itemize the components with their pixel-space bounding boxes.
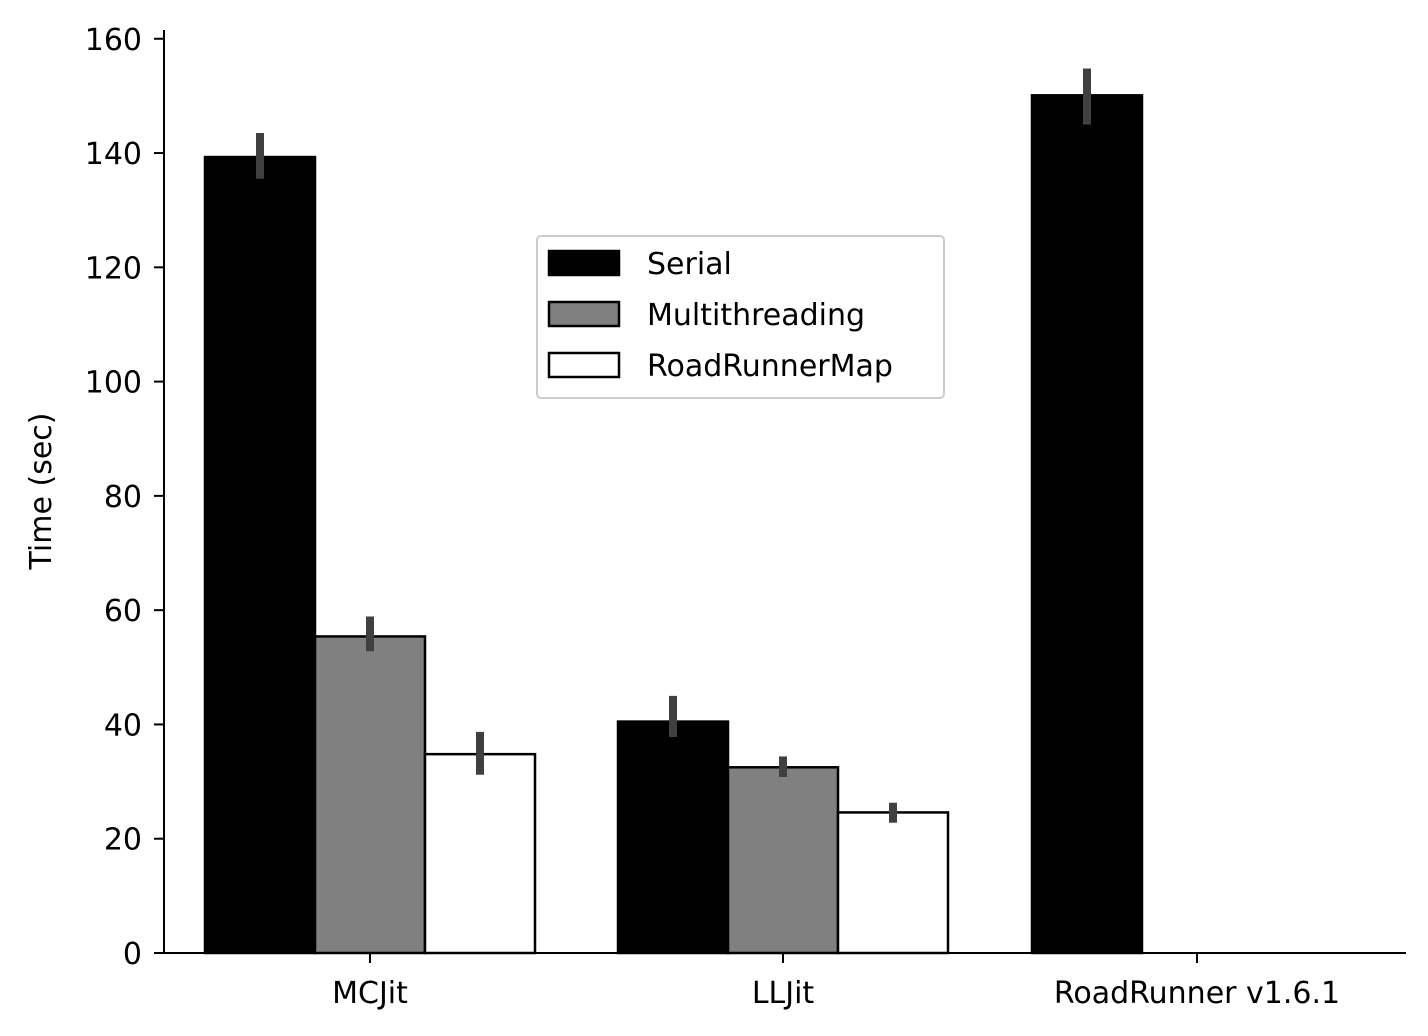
y-tick-label: 40 xyxy=(104,708,142,743)
y-tick-label: 160 xyxy=(85,23,142,58)
legend-label-serial: Serial xyxy=(647,247,732,282)
legend-swatch-multithreading xyxy=(547,300,621,328)
bar-roadrunnermap-mcjit xyxy=(423,752,537,955)
bar-roadrunnermap-lljit xyxy=(836,811,950,955)
bar-multithreading-mcjit xyxy=(313,635,427,955)
y-tick-label: 100 xyxy=(85,366,142,401)
legend-label-roadrunnermap: RoadRunnerMap xyxy=(647,349,893,384)
x-tick-label: RoadRunner v1.6.1 xyxy=(1054,976,1340,1011)
x-ticks-group: MCJit LLJit RoadRunner v1.6.1 xyxy=(332,953,1340,1011)
legend: Serial Multithreading RoadRunnerMap xyxy=(536,235,945,399)
x-tick-label: LLJit xyxy=(752,976,815,1011)
bars-group xyxy=(203,94,1144,955)
y-tick-label: 80 xyxy=(104,480,142,515)
y-tick-label: 20 xyxy=(104,823,142,858)
legend-swatch-roadrunnermap xyxy=(547,351,621,379)
y-axis-label: Time (sec) xyxy=(24,413,59,571)
bar-serial-mcjit xyxy=(203,155,317,955)
bar-serial-roadrunner-v1-6-1 xyxy=(1030,94,1144,955)
legend-label-multithreading: Multithreading xyxy=(647,298,865,333)
error-bars-group xyxy=(256,68,1091,823)
y-tick-label: 60 xyxy=(104,594,142,629)
y-ticks-group: 0 20 40 60 80 100 120 140 160 xyxy=(85,23,164,972)
bar-multithreading-lljit xyxy=(726,766,840,955)
y-tick-label: 140 xyxy=(85,137,142,172)
y-tick-label: 120 xyxy=(85,251,142,286)
x-tick-label: MCJit xyxy=(332,976,408,1011)
bar-serial-lljit xyxy=(616,720,730,955)
legend-swatch-serial xyxy=(547,249,621,277)
legend-frame xyxy=(536,235,945,399)
y-tick-label: 0 xyxy=(123,937,142,972)
